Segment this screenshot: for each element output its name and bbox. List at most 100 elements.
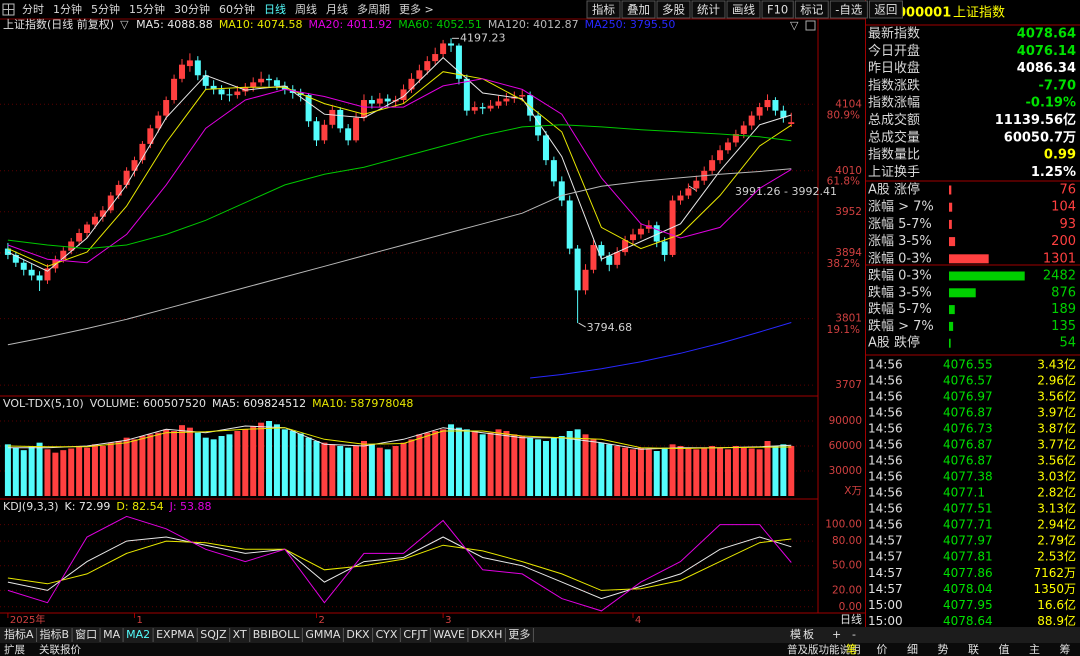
tool-button[interactable] [761,0,794,19]
period-tab[interactable]: 月线 [326,2,348,16]
indicator-tab[interactable]: 指标B [40,627,70,641]
trade-price: 4076.57 [943,374,993,388]
indicator-tab[interactable]: DKXH [471,628,503,641]
indicator-tab[interactable]: 窗口 [75,627,97,641]
breadth-label: 涨幅 5-7% [868,217,932,232]
help-link[interactable]: 普及版功能说明 [787,643,861,656]
indicator-tab[interactable]: BBIBOLL [253,628,300,641]
y-tick-label: 4104 [835,98,862,110]
indicator-tab[interactable]: 指标A [4,627,34,641]
trade-amount: 3.13亿 [1037,501,1076,516]
template-button[interactable]: - [852,628,856,641]
trade-amount: 2.79亿 [1037,533,1076,548]
panel-button[interactable]: 值 [999,643,1010,656]
trade-price: 4076.87 [943,406,993,420]
trade-time: 14:56 [868,406,903,420]
trade-amount: 2.96亿 [1037,373,1076,388]
volume-bar [550,437,557,496]
period-tab[interactable]: 分时 [22,3,44,16]
indicator-tab[interactable]: 更多 [508,627,530,641]
indicator-tab[interactable]: EXPMA [156,628,195,641]
volume-bar [495,429,502,496]
quote-label: 昨日收盘 [868,60,920,76]
volume-bar [68,448,75,496]
period-label: 日线 [840,612,862,626]
panel-button[interactable]: 笔 [846,642,857,656]
tool-button[interactable] [656,0,691,19]
tool-button-label[interactable]: 标记 [800,3,823,17]
volume-bar [178,425,185,496]
breadth-value: 93 [1059,217,1076,232]
candle-body [226,94,233,96]
indicator-tab[interactable]: SQJZ [200,628,227,641]
template-button[interactable]: + [832,628,841,641]
status-item[interactable]: 扩展 [4,643,25,656]
breadth-bar [949,219,952,229]
tool-button-label[interactable]: 多股 [662,3,685,17]
indicator-tab[interactable]: MA2 [126,628,150,641]
period-tab[interactable]: 60分钟 [219,2,255,16]
indicator-tab[interactable]: GMMA [305,628,341,641]
trade-price: 4076.87 [943,438,993,452]
panel-button[interactable]: 价 [877,643,888,656]
panel-button[interactable]: 细 [907,643,918,656]
breadth-bar [949,254,989,264]
candle-body [76,233,83,242]
period-tab[interactable]: 15分钟 [129,2,165,16]
indicator-tab[interactable]: DKX [346,628,370,641]
candle-body [780,110,787,118]
template-button[interactable]: 板 [803,627,814,641]
tool-button[interactable] [621,0,656,19]
indicator-tab[interactable]: CFJT [403,628,427,641]
quote-label: 指数量比 [868,148,920,163]
indicator-tab[interactable]: XT [233,628,247,641]
tool-button-label[interactable]: F10 [767,3,788,17]
tool-button-label[interactable]: 指标 [592,3,615,17]
close-icon[interactable] [805,20,816,31]
period-tab[interactable]: 5分钟 [91,2,120,16]
tool-button[interactable] [691,0,726,19]
status-item[interactable]: 关联报价 [39,643,81,656]
panel-button[interactable]: 筹 [1060,642,1071,656]
period-tab[interactable]: 30分钟 [174,2,210,16]
volume-bar [194,432,201,496]
candle-body [693,180,700,189]
candle-body [353,117,360,141]
panel-button[interactable]: 联 [968,643,979,656]
period-tab[interactable]: 日线 [264,2,286,16]
tool-button[interactable] [868,0,903,19]
period-tab[interactable]: 1分钟 [53,2,82,16]
dropdown-icon[interactable]: ▽ [790,19,799,32]
indicator-tab[interactable]: WAVE [433,628,465,641]
candle-body [178,64,185,79]
volume-bar [107,442,114,496]
legend-entry: K: 72.99 [65,500,111,513]
period-tab[interactable]: 多周期 [357,2,390,16]
panel-title: KDJ(9,3,3) [3,500,59,513]
volume-bar [84,447,91,496]
quote-label: 指数涨跌 [868,77,920,93]
tool-button-label[interactable]: 画线 [732,3,755,17]
tool-button-label[interactable]: 返回 [874,3,897,17]
tool-button[interactable] [586,0,621,19]
indicator-tab[interactable]: CYX [376,628,398,641]
dropdown-icon[interactable]: ▽ [120,18,129,31]
tool-button[interactable] [794,0,829,19]
panel-button[interactable]: 势 [938,643,949,656]
candle-body [424,61,431,71]
volume-bar [780,444,787,496]
period-tab[interactable]: 周线 [295,2,317,16]
indicator-tab[interactable]: MA [103,628,120,641]
trade-time: 14:56 [868,486,903,500]
panel-button[interactable]: 主 [1029,643,1040,656]
tool-button[interactable] [726,0,761,19]
tool-button-label[interactable]: 统计 [697,3,720,17]
volume-bar [131,439,138,496]
period-tab[interactable]: 更多 > [399,2,434,16]
candle-body [479,107,486,109]
template-button[interactable]: 模 [790,628,801,641]
trade-price: 4077.38 [943,470,993,484]
tool-button-label[interactable]: 叠加 [627,3,650,17]
tool-button-label[interactable]: -自选 [835,3,863,17]
tool-button[interactable] [829,0,868,19]
